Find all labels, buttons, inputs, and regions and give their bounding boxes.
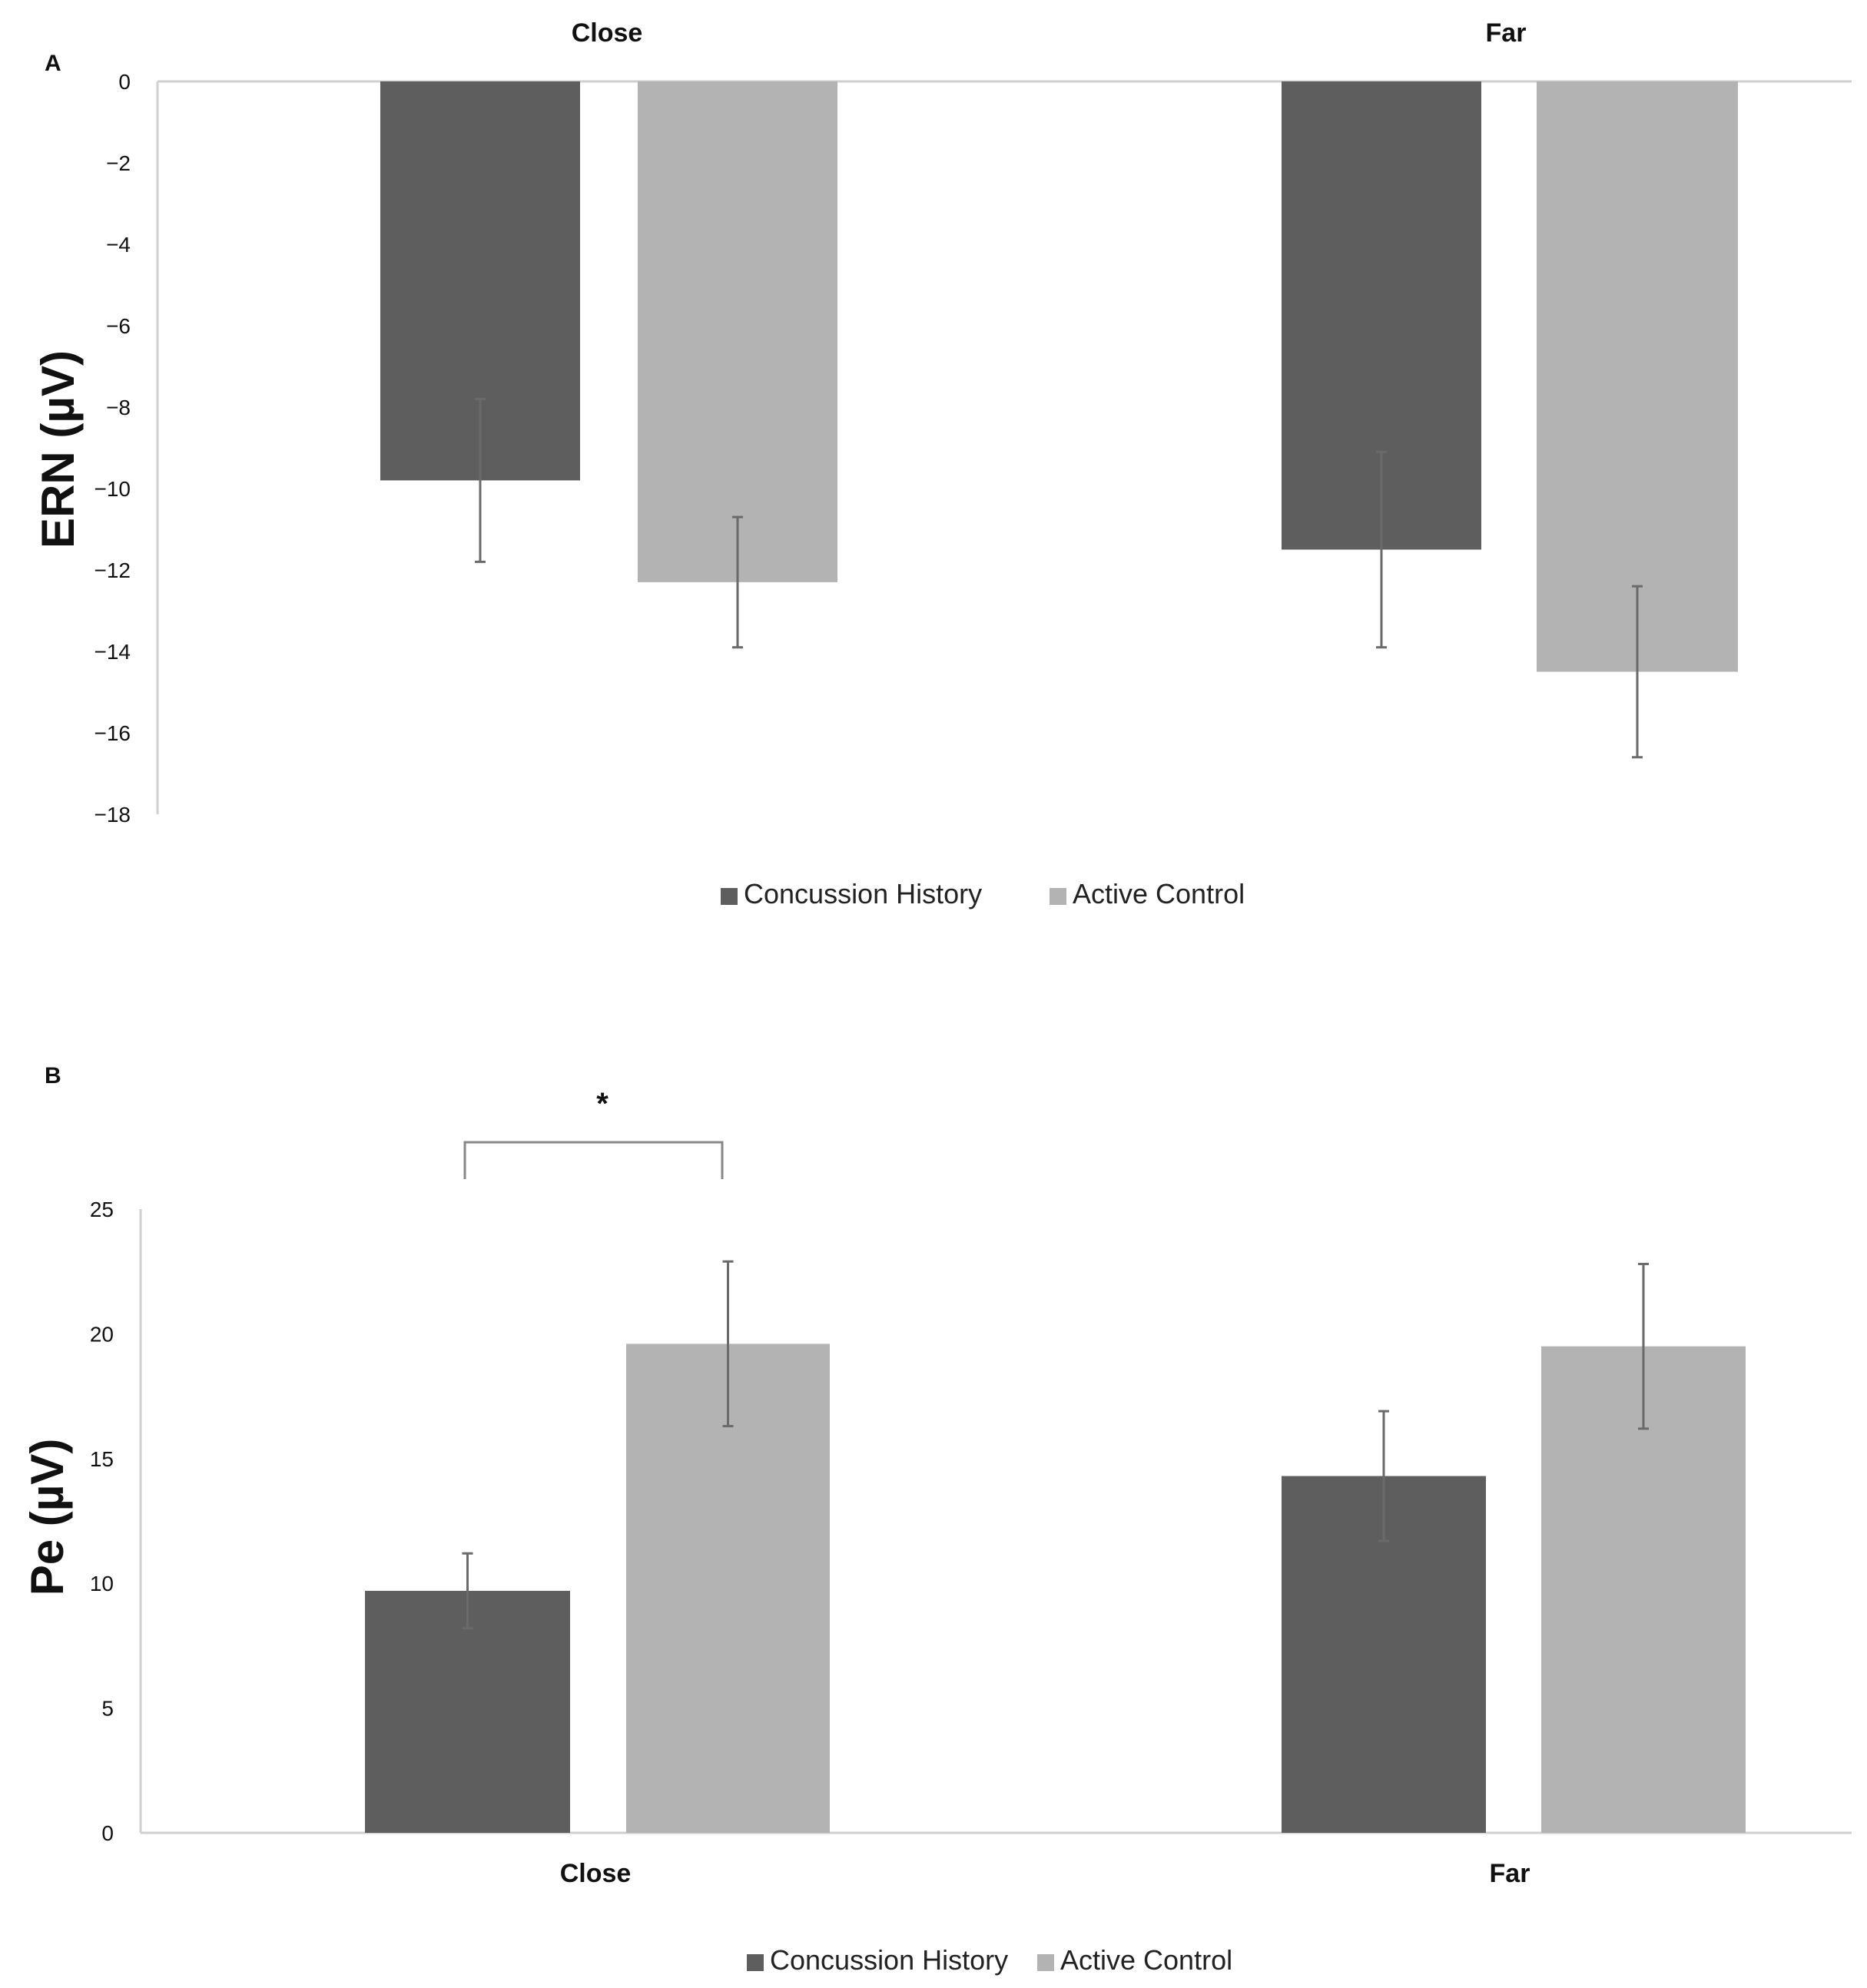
panel-b-y-axis-label: Pe (µV) <box>22 1439 73 1596</box>
panel-a-y-axis-label: ERN (µV) <box>32 350 84 548</box>
legend-swatch-concussion-history <box>721 888 738 905</box>
y-tick-label: −4 <box>106 233 131 257</box>
y-tick-label: −12 <box>95 558 131 582</box>
y-tick-label: −18 <box>95 803 131 827</box>
y-tick-label: −6 <box>106 314 131 338</box>
panel-a-legend: Concussion History Active Control <box>721 878 1245 910</box>
panel-a-category-close: Close <box>572 18 643 48</box>
legend-swatch-active-control <box>1037 1954 1054 1971</box>
panel-b-legend: Concussion History Active Control <box>747 1944 1232 1976</box>
panel-b-category-close: Close <box>560 1859 632 1888</box>
bar-active-control-close <box>638 81 837 582</box>
legend-swatch-concussion-history <box>747 1954 764 1971</box>
legend-label-active-control: Active Control <box>1073 878 1245 910</box>
y-tick-label: 0 <box>118 70 131 94</box>
y-tick-label: 15 <box>90 1447 114 1471</box>
significance-bracket: * <box>463 1087 724 1179</box>
legend-label-concussion-history: Concussion History <box>770 1944 1008 1976</box>
y-tick-label: −8 <box>106 396 131 419</box>
significance-bracket-line <box>463 1141 724 1179</box>
panel-a-y-ticks: 0 −2 −4 −6 −8 −10 −12 −14 −16 −18 <box>95 70 131 827</box>
y-tick-label: −16 <box>95 721 131 745</box>
significance-asterisk: * <box>596 1087 609 1121</box>
y-tick-label: −10 <box>95 477 131 501</box>
legend-label-concussion-history: Concussion History <box>744 878 982 910</box>
bar-concussion-history-close <box>365 1590 570 1833</box>
panel-b-y-ticks: 0 5 10 15 20 25 <box>90 1198 114 1845</box>
panel-a-category-far: Far <box>1486 18 1527 48</box>
y-tick-label: 0 <box>101 1821 114 1845</box>
panel-a-bars <box>380 81 1738 759</box>
y-tick-label: −14 <box>95 640 131 664</box>
legend-label-active-control: Active Control <box>1060 1944 1232 1976</box>
y-tick-label: −2 <box>106 151 131 175</box>
y-tick-label: 10 <box>90 1572 114 1595</box>
bar-active-control-far <box>1537 81 1738 672</box>
panel-b-category-far: Far <box>1490 1859 1530 1888</box>
y-tick-label: 20 <box>90 1322 114 1346</box>
y-tick-label: 25 <box>90 1198 114 1221</box>
panel-a-ern-chart: A Close Far ERN (µV) 0 −2 −4 −6 −8 −10 −12 −14 −… <box>32 18 1852 910</box>
legend-swatch-active-control <box>1050 888 1066 905</box>
panel-b-pe-chart: B Pe (µV) Close Far 0 5 10 15 20 25 * Concuss… <box>22 1063 1852 1976</box>
panel-b-bars <box>365 1260 1746 1833</box>
panel-b-label: B <box>45 1063 61 1088</box>
panel-a-label: A <box>45 51 61 76</box>
y-tick-label: 5 <box>101 1697 114 1721</box>
